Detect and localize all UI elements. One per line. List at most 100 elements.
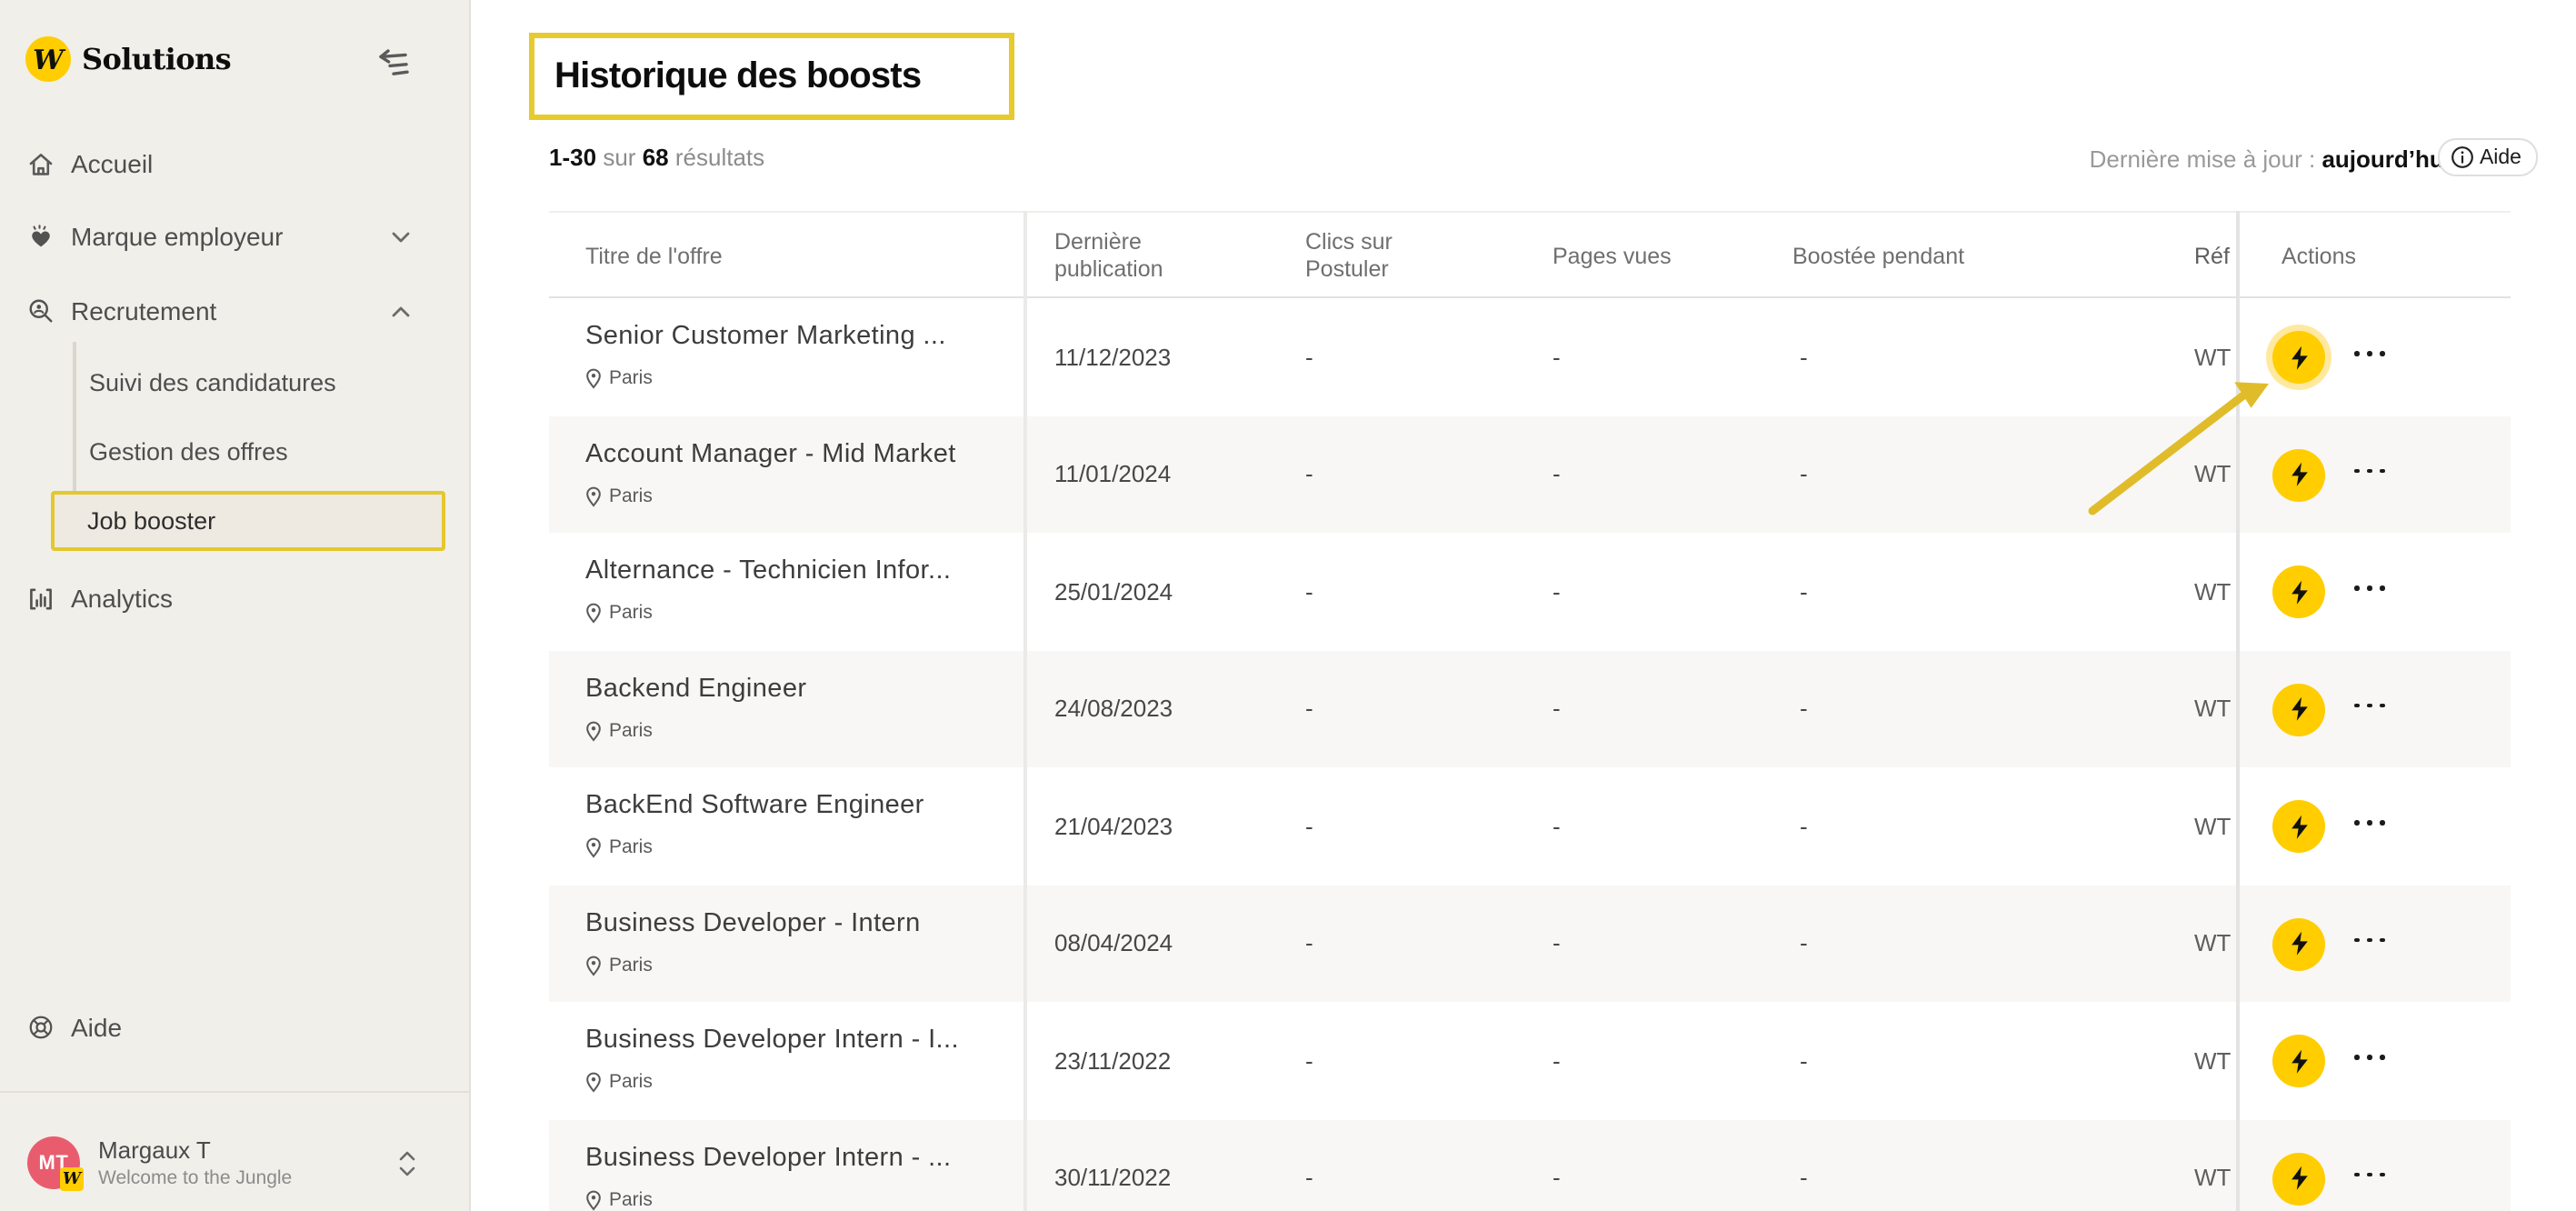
table-row: Senior Customer Marketing ... Paris 11/1… xyxy=(549,298,2511,415)
job-ref: WT xyxy=(2194,1164,2232,1192)
submenu-guide-line xyxy=(73,342,75,491)
col-header-boosted: Boostée pendant xyxy=(1792,243,1965,268)
boost-button[interactable] xyxy=(2272,1152,2325,1205)
job-title-link[interactable]: BackEnd Software Engineer xyxy=(585,791,924,820)
pages-value: - xyxy=(1553,1164,1561,1192)
clicks-value: - xyxy=(1305,577,1313,606)
last-publication-date: 23/11/2022 xyxy=(1054,1046,1172,1075)
boost-history-table: Titre de l'offre Dernière publication Cl… xyxy=(549,211,2511,1211)
job-title-link[interactable]: Business Developer Intern - ... xyxy=(585,1143,952,1172)
col-header-pages: Pages vues xyxy=(1553,243,1672,268)
col-header-clicks: Clics sur Postuler xyxy=(1305,229,1393,282)
last-publication-date: 08/04/2024 xyxy=(1054,929,1173,957)
pages-value: - xyxy=(1553,812,1561,840)
row-more-menu[interactable] xyxy=(2354,1055,2385,1060)
row-more-menu[interactable] xyxy=(2354,820,2385,826)
wttj-logo-icon: W xyxy=(25,36,71,82)
sidebar-item-analytics[interactable]: Analytics xyxy=(0,575,469,622)
sidebar-item-job-booster-active[interactable]: Job booster xyxy=(51,491,445,551)
sidebar-divider xyxy=(0,1091,469,1093)
brand-logo[interactable]: W Solutions xyxy=(25,36,232,82)
job-title-link[interactable]: Business Developer Intern - I... xyxy=(585,1026,959,1055)
location-pin-icon xyxy=(586,955,601,976)
row-more-menu[interactable] xyxy=(2354,468,2385,474)
last-publication-date: 11/12/2023 xyxy=(1054,343,1172,371)
location-pin-icon xyxy=(586,368,601,389)
table-header-row: Titre de l'offre Dernière publication Cl… xyxy=(549,211,2511,298)
user-name: Margaux T xyxy=(98,1136,211,1164)
collapse-sidebar-icon[interactable] xyxy=(373,47,413,80)
row-more-menu[interactable] xyxy=(2354,703,2385,708)
boost-button[interactable] xyxy=(2272,1035,2325,1087)
boost-button[interactable] xyxy=(2272,565,2325,618)
recruitment-search-user-icon xyxy=(27,297,55,325)
sidebar-item-suivi-candidatures[interactable]: Suivi des candidatures xyxy=(89,369,336,396)
lightning-bolt-icon xyxy=(2291,345,2307,369)
sidebar-item-label: Aide xyxy=(71,1013,123,1042)
boosted-value: - xyxy=(1800,460,1808,488)
lightning-bolt-icon xyxy=(2291,462,2307,486)
lightning-bolt-icon xyxy=(2291,579,2307,604)
boost-button[interactable] xyxy=(2272,331,2325,384)
row-more-menu[interactable] xyxy=(2354,937,2385,943)
col-header-actions: Actions xyxy=(2281,243,2356,268)
boosted-value: - xyxy=(1800,1164,1808,1192)
job-title-link[interactable]: Backend Engineer xyxy=(585,674,807,703)
sidebar-item-accueil[interactable]: Accueil xyxy=(0,140,469,187)
help-button[interactable]: Aide xyxy=(2437,138,2538,176)
job-ref: WT xyxy=(2194,1046,2232,1075)
clicks-value: - xyxy=(1305,929,1313,957)
job-title-link[interactable]: Alternance - Technicien Infor... xyxy=(585,556,952,585)
last-update-text: Dernière mise à jour : aujourd’hui xyxy=(2089,145,2451,173)
boost-button[interactable] xyxy=(2272,917,2325,970)
job-ref: WT xyxy=(2194,695,2232,723)
col-header-title: Titre de l'offre xyxy=(585,243,723,268)
user-menu[interactable]: MT W Margaux T Welcome to the Jungle xyxy=(0,1118,469,1211)
job-location: Paris xyxy=(585,367,653,389)
job-ref: WT xyxy=(2194,460,2232,488)
job-title-link[interactable]: Account Manager - Mid Market xyxy=(585,439,956,468)
table-row: Account Manager - Mid Market Paris 11/01… xyxy=(549,415,2511,533)
clicks-value: - xyxy=(1305,1046,1313,1075)
sidebar: W Solutions Accueil xyxy=(0,0,471,1211)
boost-button[interactable] xyxy=(2272,800,2325,853)
pages-value: - xyxy=(1553,929,1561,957)
clicks-value: - xyxy=(1305,812,1313,840)
lightning-bolt-icon xyxy=(2291,814,2307,838)
pages-value: - xyxy=(1553,460,1561,488)
sidebar-item-recrutement[interactable]: Recrutement xyxy=(0,287,469,335)
job-title-link[interactable]: Business Developer - Intern xyxy=(585,908,921,937)
pages-value: - xyxy=(1553,1046,1561,1075)
lightning-bolt-icon xyxy=(2291,1166,2307,1190)
home-icon xyxy=(27,150,55,177)
sidebar-item-marque-employeur[interactable]: Marque employeur xyxy=(0,213,469,260)
row-more-menu[interactable] xyxy=(2354,1172,2385,1177)
job-title-link[interactable]: Senior Customer Marketing ... xyxy=(585,322,946,351)
location-pin-icon xyxy=(586,485,601,506)
col-header-last-publication: Dernière publication xyxy=(1054,229,1163,282)
job-ref: WT xyxy=(2194,812,2232,840)
last-publication-date: 24/08/2023 xyxy=(1054,695,1173,723)
location-pin-icon xyxy=(586,837,601,858)
boosted-value: - xyxy=(1800,929,1808,957)
sidebar-item-label: Analytics xyxy=(71,584,174,613)
chevron-down-icon xyxy=(391,230,411,243)
row-more-menu[interactable] xyxy=(2354,585,2385,591)
last-publication-date: 21/04/2023 xyxy=(1054,812,1173,840)
lightning-bolt-icon xyxy=(2291,696,2307,721)
pages-value: - xyxy=(1553,343,1561,371)
page-title-highlight-box: Historique des boosts xyxy=(529,33,1014,120)
page-title: Historique des boosts xyxy=(554,55,922,95)
boost-button[interactable] xyxy=(2272,448,2325,501)
results-count: 1-30 sur 68 résultats xyxy=(549,144,765,171)
lifebuoy-icon xyxy=(27,1014,55,1041)
column-divider xyxy=(1023,211,1026,1211)
row-more-menu[interactable] xyxy=(2354,351,2385,356)
boost-button[interactable] xyxy=(2272,683,2325,736)
boosted-value: - xyxy=(1800,577,1808,606)
sidebar-item-gestion-offres[interactable]: Gestion des offres xyxy=(89,438,288,465)
sidebar-item-aide[interactable]: Aide xyxy=(0,1004,469,1051)
job-location: Paris xyxy=(585,1071,653,1093)
wttj-badge-icon: W xyxy=(60,1167,84,1191)
